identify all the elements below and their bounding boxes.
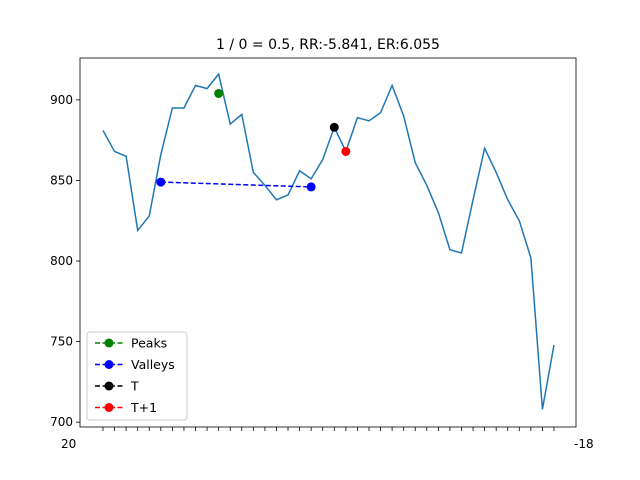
legend-marker-peaks	[104, 338, 114, 348]
peaks-point	[214, 88, 224, 98]
legend-label-t-1: T+1	[130, 400, 157, 415]
plot-frame	[79, 57, 577, 428]
legend-marker-valleys	[104, 360, 114, 369]
valleys-point	[306, 182, 316, 192]
legend-marker-t-1	[104, 403, 114, 412]
legend-label-peaks: Peaks	[131, 336, 167, 351]
legend-marker-t	[104, 381, 114, 391]
series-line	[102, 72, 555, 410]
legend-label-valleys: Valleys	[131, 357, 175, 372]
x-tick-label: 20	[61, 437, 76, 451]
x-tick-label: -18	[574, 437, 594, 451]
valleys-point	[156, 177, 166, 187]
y-tick-label: 800	[50, 254, 73, 268]
y-tick-label: 700	[50, 415, 73, 429]
y-axis: 700 750 800 850 900	[50, 93, 80, 429]
marker-layer	[156, 88, 351, 192]
t-point	[329, 122, 339, 132]
y-tick-label: 850	[50, 173, 73, 187]
legend-box	[86, 331, 188, 421]
x-axis: 20 -18	[61, 427, 594, 451]
chart-title: 1 / 0 = 0.5, RR:-5.841, ER:6.055	[216, 37, 440, 53]
t-1-point	[341, 146, 351, 156]
y-tick-label: 750	[50, 335, 73, 349]
legend-label-t: T	[130, 379, 139, 394]
legend: Peaks Valleys T T+1	[86, 331, 188, 421]
valleys-line	[160, 181, 312, 188]
series-layer	[102, 72, 555, 410]
y-tick-label: 900	[50, 93, 73, 107]
